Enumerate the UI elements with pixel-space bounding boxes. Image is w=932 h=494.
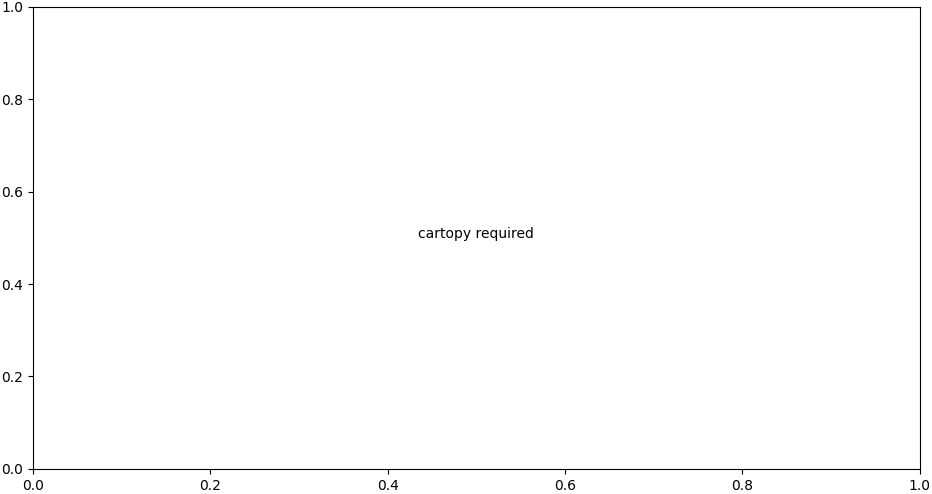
Text: cartopy required: cartopy required [418, 227, 534, 241]
